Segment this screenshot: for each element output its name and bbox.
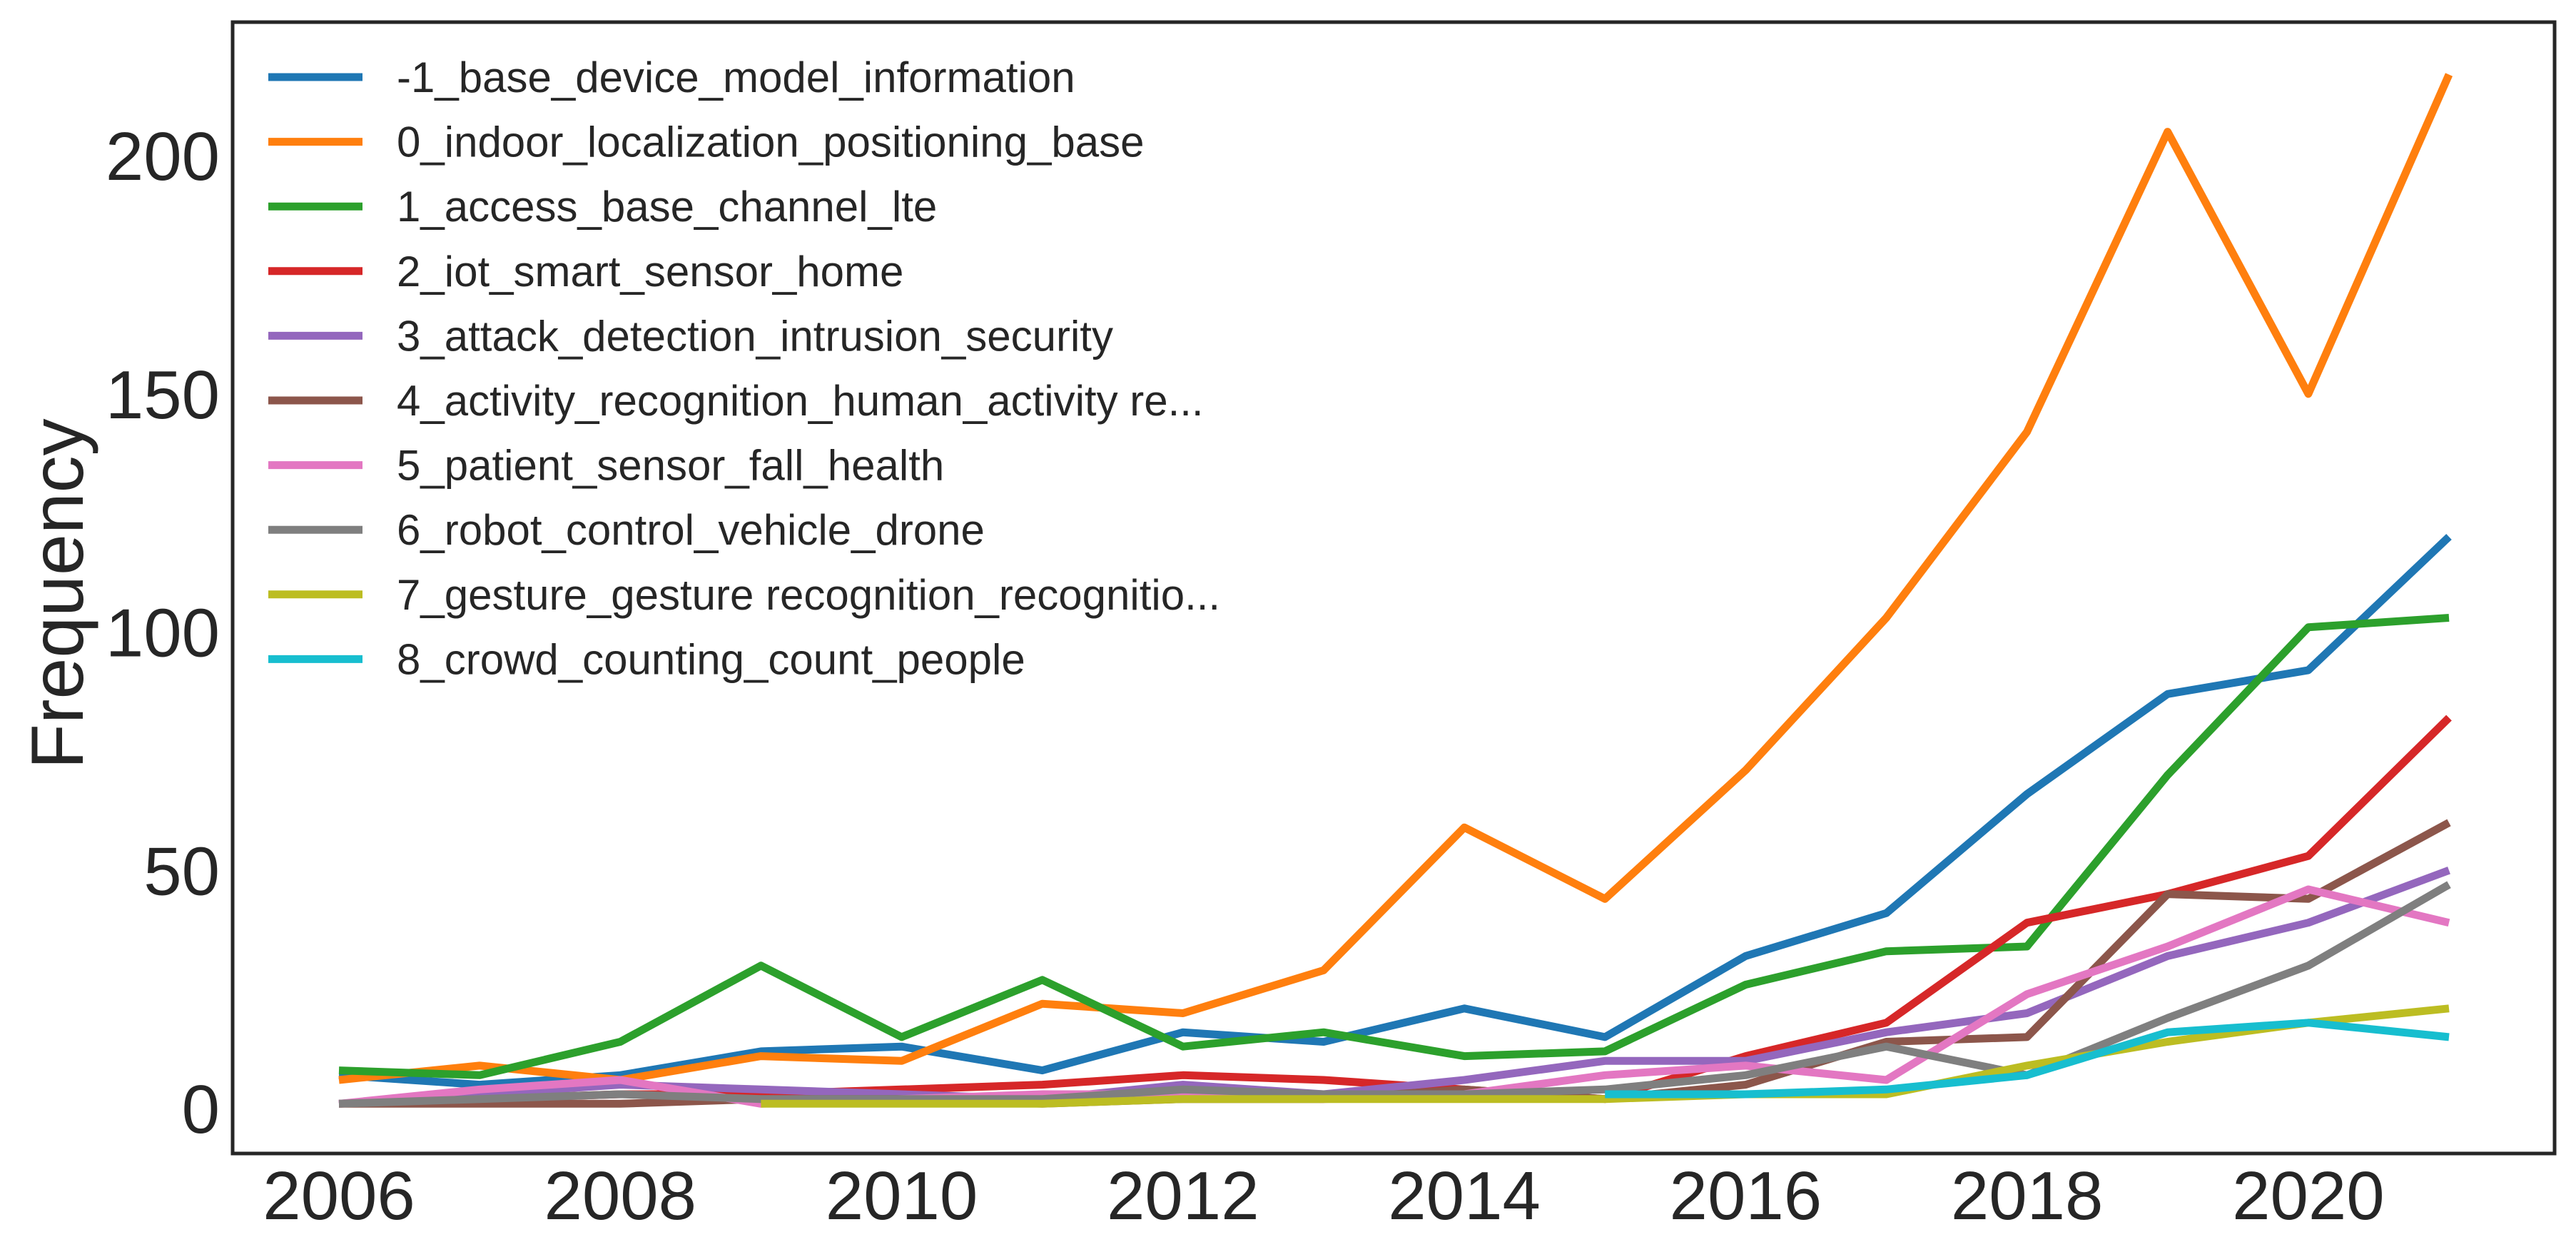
legend-label: -1_base_device_model_information bbox=[397, 54, 1075, 101]
plot-background bbox=[233, 22, 2555, 1153]
series-line-9 bbox=[1605, 1019, 2450, 1099]
legend-label: 2_iot_smart_sensor_home bbox=[397, 248, 903, 296]
legend-label: 3_attack_detection_intrusion_security bbox=[397, 312, 1113, 360]
legend-item: 0_indoor_localization_positioning_base bbox=[268, 118, 1144, 166]
series-line-8 bbox=[761, 1004, 2450, 1108]
series-layer bbox=[338, 73, 2453, 1108]
legend-label: 1_access_base_channel_lte bbox=[397, 183, 937, 231]
y-tick-label: 0 bbox=[182, 1071, 220, 1148]
plot-frame bbox=[230, 20, 2557, 1156]
legend-item: 5_patient_sensor_fall_health bbox=[268, 442, 944, 490]
legend: -1_base_device_model_information 0_indoor… bbox=[268, 54, 1220, 683]
legend-item: 7_gesture_gesture recognition_recognitio… bbox=[268, 571, 1220, 619]
y-tick-label: 150 bbox=[106, 357, 220, 433]
legend-label: 6_robot_control_vehicle_drone bbox=[397, 506, 985, 554]
x-tick-labels: 2006 2008 2010 2012 2014 2016 2018 2020 bbox=[263, 1158, 2384, 1234]
x-tick-label: 2018 bbox=[1951, 1158, 2104, 1234]
series-line-2 bbox=[338, 614, 2450, 1079]
legend-item: 4_activity_recognition_human_activity re… bbox=[268, 377, 1204, 425]
y-tick-labels: 0 50 100 150 200 bbox=[106, 118, 220, 1148]
y-tick-label: 50 bbox=[143, 833, 220, 909]
legend-item: 8_crowd_counting_count_people bbox=[268, 635, 1025, 683]
y-tick-label: 100 bbox=[106, 595, 220, 672]
x-tick-label: 2006 bbox=[263, 1158, 415, 1234]
x-tick-label: 2008 bbox=[544, 1158, 696, 1234]
x-tick-label: 2012 bbox=[1107, 1158, 1259, 1234]
series-line-1 bbox=[338, 73, 2453, 1084]
y-tick-label: 200 bbox=[106, 118, 220, 195]
series-line-4 bbox=[338, 867, 2450, 1108]
legend-item: 1_access_base_channel_lte bbox=[268, 183, 937, 231]
legend-label: 8_crowd_counting_count_people bbox=[397, 635, 1025, 683]
legend-item: 2_iot_smart_sensor_home bbox=[268, 248, 903, 296]
x-tick-label: 2020 bbox=[2232, 1158, 2385, 1234]
legend-item: 3_attack_detection_intrusion_security bbox=[268, 312, 1113, 360]
legend-item: 6_robot_control_vehicle_drone bbox=[268, 506, 985, 554]
legend-label: 4_activity_recognition_human_activity re… bbox=[397, 377, 1204, 425]
series-line-0 bbox=[338, 534, 2452, 1089]
legend-label: 5_patient_sensor_fall_health bbox=[397, 442, 944, 490]
series-line-7 bbox=[338, 881, 2451, 1108]
y-axis-label: Frequency bbox=[16, 418, 99, 769]
x-tick-label: 2016 bbox=[1670, 1158, 1822, 1234]
legend-item: -1_base_device_model_information bbox=[268, 54, 1075, 101]
legend-label: 0_indoor_localization_positioning_base bbox=[397, 118, 1144, 166]
x-tick-label: 2010 bbox=[826, 1158, 978, 1234]
legend-label: 7_gesture_gesture recognition_recognitio… bbox=[397, 571, 1220, 619]
x-tick-label: 2014 bbox=[1388, 1158, 1541, 1234]
